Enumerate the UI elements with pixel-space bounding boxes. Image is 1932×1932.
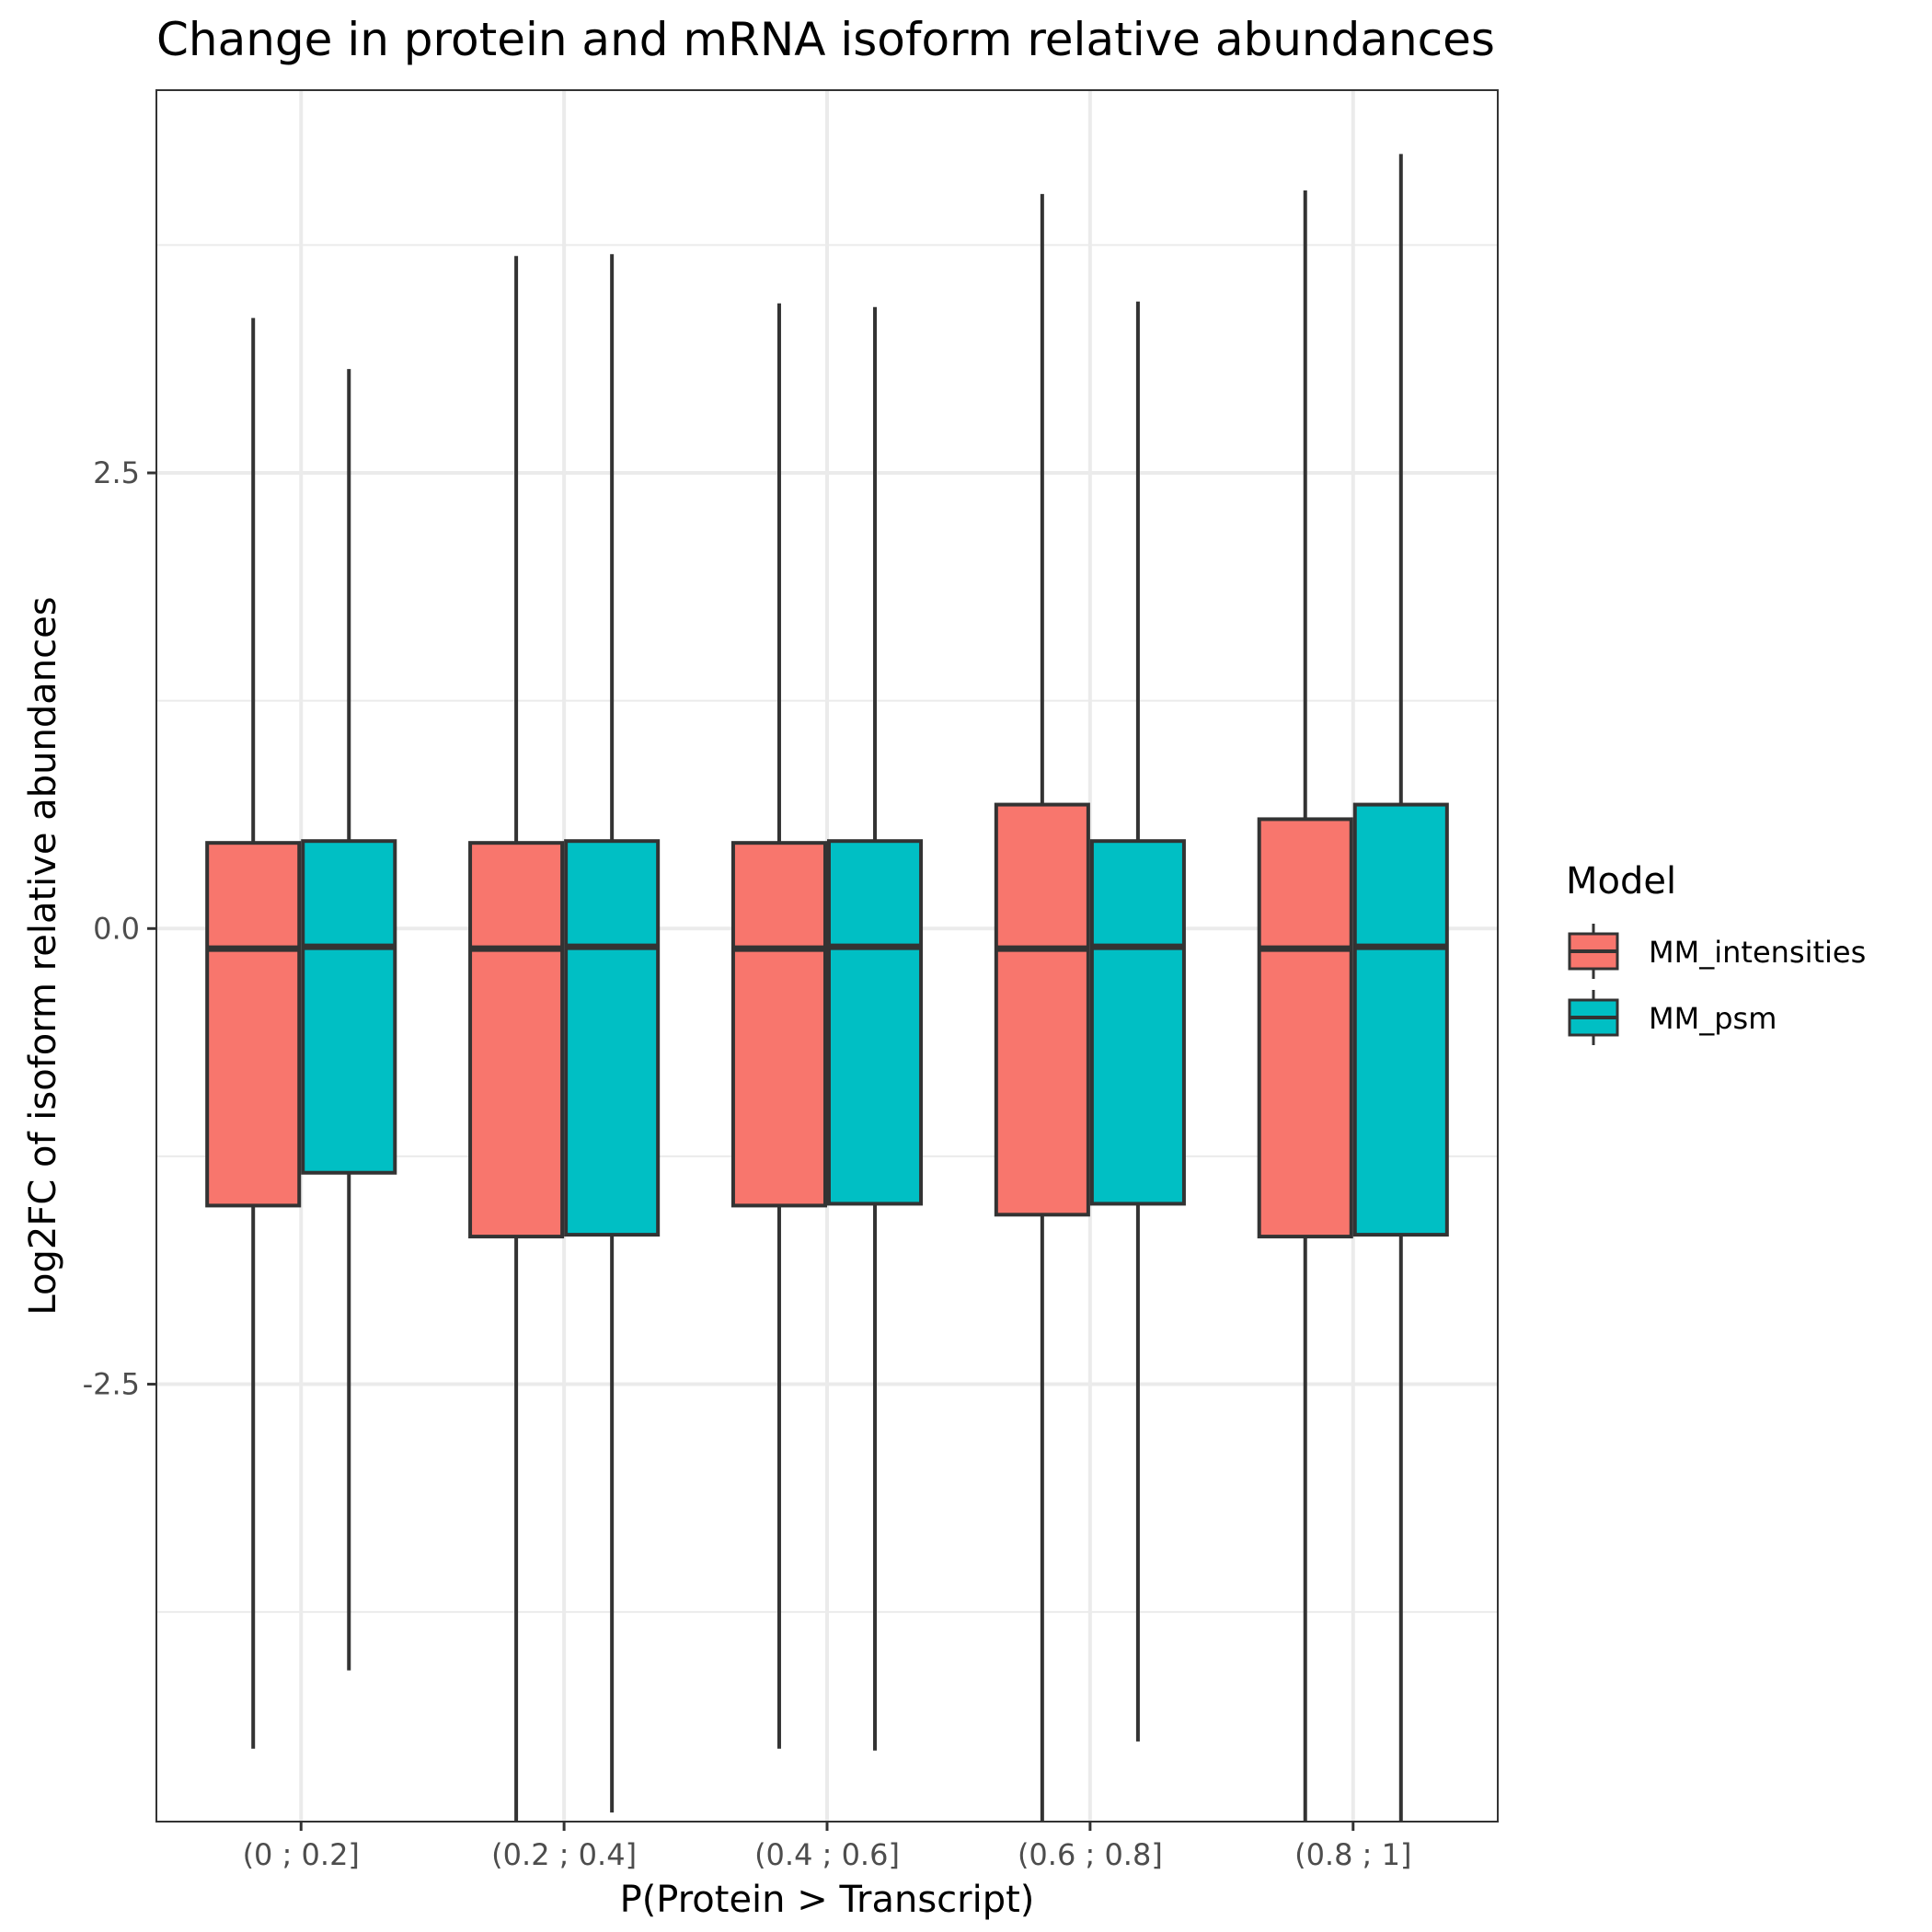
box-iqr bbox=[1089, 839, 1186, 1206]
x-axis-title: P(Protein > Transcript) bbox=[620, 1879, 1035, 1921]
box-iqr bbox=[1352, 802, 1449, 1237]
x-tick-label: (0.8 ; 1] bbox=[1294, 1837, 1411, 1872]
box-iqr bbox=[730, 841, 827, 1208]
box-MM_psm-2 bbox=[827, 306, 924, 1751]
box-MM_psm-4 bbox=[1352, 154, 1449, 1822]
plot-marks bbox=[205, 154, 1449, 1822]
box-MM_psm-1 bbox=[564, 254, 661, 1813]
grid bbox=[156, 90, 1498, 1822]
legend-title: Model bbox=[1566, 860, 1676, 903]
box-iqr bbox=[301, 839, 397, 1175]
box-MM_intensities-2 bbox=[730, 303, 827, 1749]
legend: Model MM_intensities MM_psm bbox=[1566, 860, 1866, 1045]
legend-item-MM_intensities: MM_intensities bbox=[1568, 924, 1866, 979]
legend-item-MM_psm: MM_psm bbox=[1568, 990, 1777, 1045]
box-MM_intensities-3 bbox=[994, 193, 1090, 1822]
chart-title: Change in protein and mRNA isoform relat… bbox=[156, 13, 1495, 66]
box-MM_intensities-4 bbox=[1257, 190, 1353, 1822]
x-tick-label: (0 ; 0.2] bbox=[243, 1837, 360, 1872]
y-axis: 2.5 0.0 -2.5 bbox=[83, 455, 156, 1402]
y-tick-label: 0.0 bbox=[93, 911, 140, 946]
y-tick-label: 2.5 bbox=[93, 455, 140, 490]
box-iqr bbox=[564, 839, 661, 1237]
x-tick-label: (0.6 ; 0.8] bbox=[1018, 1837, 1163, 1872]
y-axis-title: Log2FC of isoform relative abundances bbox=[22, 596, 64, 1315]
box-iqr bbox=[468, 841, 565, 1239]
x-axis: (0 ; 0.2] (0.2 ; 0.4] (0.4 ; 0.6] (0.6 ; 0.… bbox=[243, 1822, 1411, 1872]
box-MM_intensities-0 bbox=[205, 317, 302, 1749]
legend-label: MM_psm bbox=[1649, 1001, 1777, 1036]
box-MM_psm-0 bbox=[301, 369, 397, 1671]
box-iqr bbox=[827, 839, 924, 1206]
y-tick-label: -2.5 bbox=[83, 1367, 140, 1402]
box-MM_psm-3 bbox=[1089, 301, 1186, 1742]
box-MM_intensities-1 bbox=[468, 256, 565, 1822]
legend-label: MM_intensities bbox=[1649, 935, 1866, 970]
box-iqr bbox=[1257, 817, 1353, 1239]
box-iqr bbox=[205, 841, 302, 1208]
x-tick-label: (0.2 ; 0.4] bbox=[491, 1837, 637, 1872]
box-iqr bbox=[994, 802, 1090, 1217]
x-tick-label: (0.4 ; 0.6] bbox=[754, 1837, 900, 1872]
